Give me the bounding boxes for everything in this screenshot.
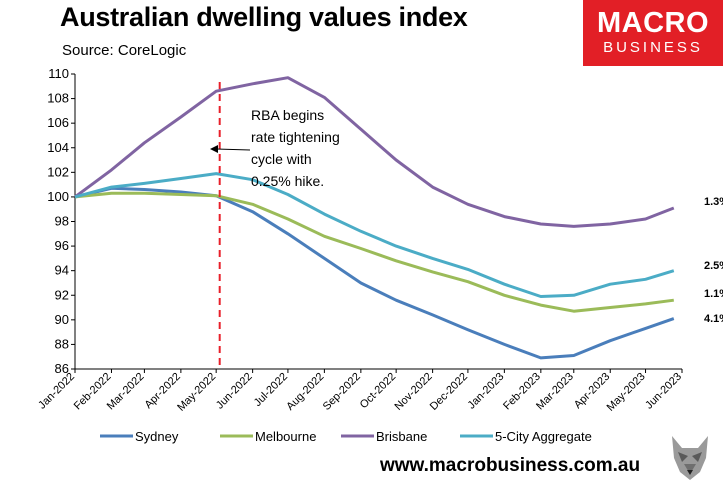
wolf-mascot-icon (672, 436, 708, 480)
legend-label: Sydney (135, 429, 179, 444)
y-tick-label: 100 (47, 189, 69, 204)
legend-label: Brisbane (376, 429, 427, 444)
y-tick-label: 96 (55, 238, 69, 253)
x-tick-label: Jun-2023 (643, 371, 684, 412)
x-tick-label: Jun-2022 (214, 371, 255, 412)
series-line-melbourne (74, 191, 674, 313)
series-end-label: 1.3% (704, 196, 723, 208)
y-tick-label: 94 (55, 263, 69, 278)
series-layer: 4.1% 1.1% 1.3% 2.5% (74, 76, 723, 360)
line-chart: 86 88 90 92 94 96 98 100 102 104 106 108 110 Jan-2022… (36, 66, 723, 444)
annotation-arrow-line (215, 148, 251, 151)
x-tick-label: Dec-2022 (428, 371, 470, 413)
y-tick-label: 86 (55, 361, 69, 376)
website-url[interactable]: www.macrobusiness.com.au (380, 455, 641, 476)
x-tick-label: Jan-2022 (36, 371, 77, 412)
series-end-label: 2.5% (704, 260, 723, 272)
series-end-label: 1.1% (704, 288, 723, 300)
x-tick-label: May-2022 (175, 371, 218, 414)
y-tick-label: 92 (55, 287, 69, 302)
series-line-5-city-aggregate (74, 172, 675, 298)
series-line-brisbane (74, 76, 675, 228)
x-tick-label: Jan-2023 (466, 371, 507, 412)
series-end-label: 4.1% (704, 313, 723, 325)
y-tick-label: 104 (47, 140, 69, 155)
y-tick-label: 108 (47, 91, 69, 106)
x-tick-label: May-2023 (605, 371, 648, 414)
y-tick-label: 102 (47, 164, 69, 179)
annotation-text-line: 0.25% hike. (251, 173, 324, 189)
y-tick-label: 110 (48, 66, 69, 81)
page-title: Australian dwelling values index (60, 2, 468, 32)
annotation-text-line: cycle with (251, 151, 312, 167)
y-tick-label: 90 (55, 312, 69, 327)
series-line-sydney (74, 186, 675, 360)
chart-source: Source: CoreLogic (62, 42, 187, 59)
macrobusiness-logo: MACRO BUSINESS (583, 0, 723, 66)
x-tick-label: Aug-2022 (284, 371, 326, 413)
legend-label: Melbourne (255, 429, 316, 444)
y-tick-label: 88 (55, 336, 69, 351)
y-tick-label: 106 (47, 115, 69, 130)
annotation-arrow-head (210, 145, 218, 153)
annotation-text-line: RBA begins (251, 107, 324, 123)
legend-label: 5-City Aggregate (495, 429, 592, 444)
y-tick-label: 98 (55, 214, 69, 229)
logo-line-2: BUSINESS (603, 39, 703, 56)
x-tick-label: Sep-2022 (321, 371, 363, 413)
annotation-text-line: rate tightening (251, 129, 340, 145)
legend: Sydney Melbourne Brisbane 5-City Aggregate (100, 429, 592, 444)
x-tick-label: Nov-2022 (393, 371, 435, 413)
chart-axes: 86 88 90 92 94 96 98 100 102 104 106 108 110 Jan-2022… (36, 66, 684, 414)
annotation-layer: RBA begins rate tightening cycle with 0.25%… (210, 82, 340, 369)
logo-line-1: MACRO (596, 7, 710, 39)
